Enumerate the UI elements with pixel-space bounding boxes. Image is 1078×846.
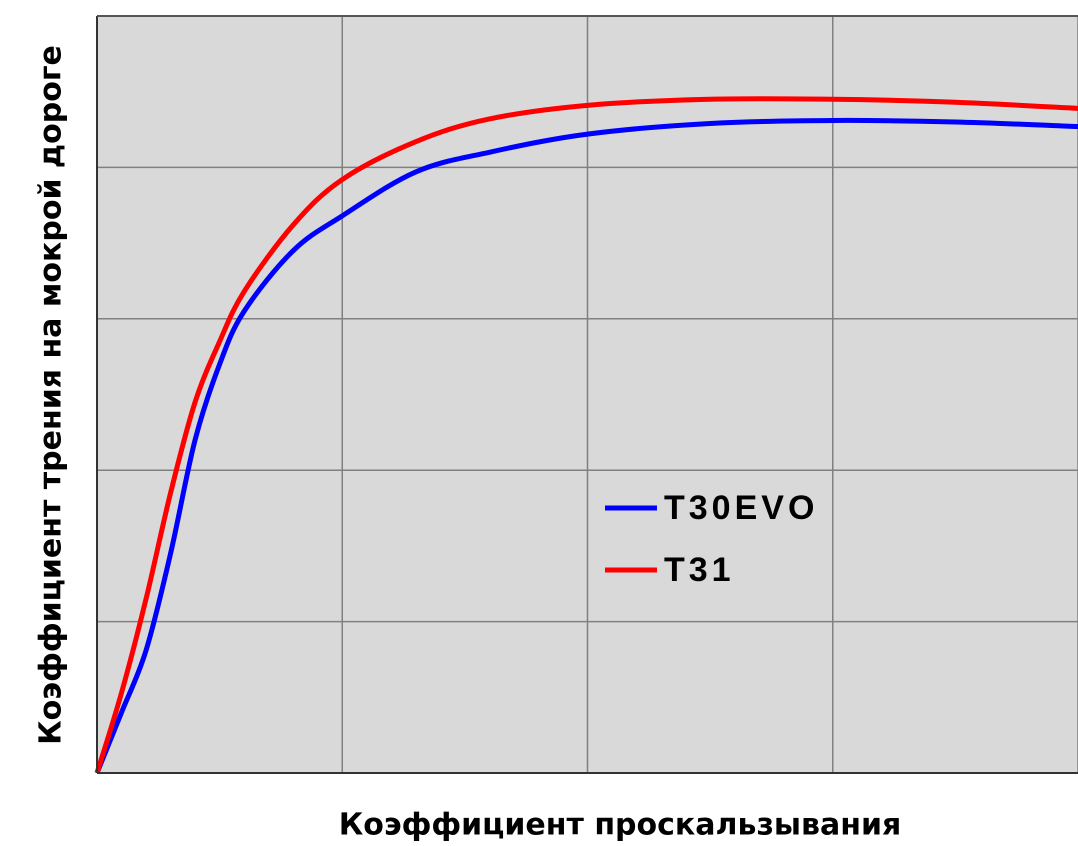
x-axis-title: Коэффициент проскальзывания xyxy=(339,808,902,843)
line xyxy=(94,117,1078,774)
legend-label: T31 xyxy=(664,551,735,589)
legend: T30EVO T31 xyxy=(605,489,818,589)
line xyxy=(94,96,1078,774)
legend-label: T30EVO xyxy=(664,489,818,527)
y-axis-title: Коэффициент трения на мокрой дороге xyxy=(34,45,69,745)
lines xyxy=(94,96,1078,774)
